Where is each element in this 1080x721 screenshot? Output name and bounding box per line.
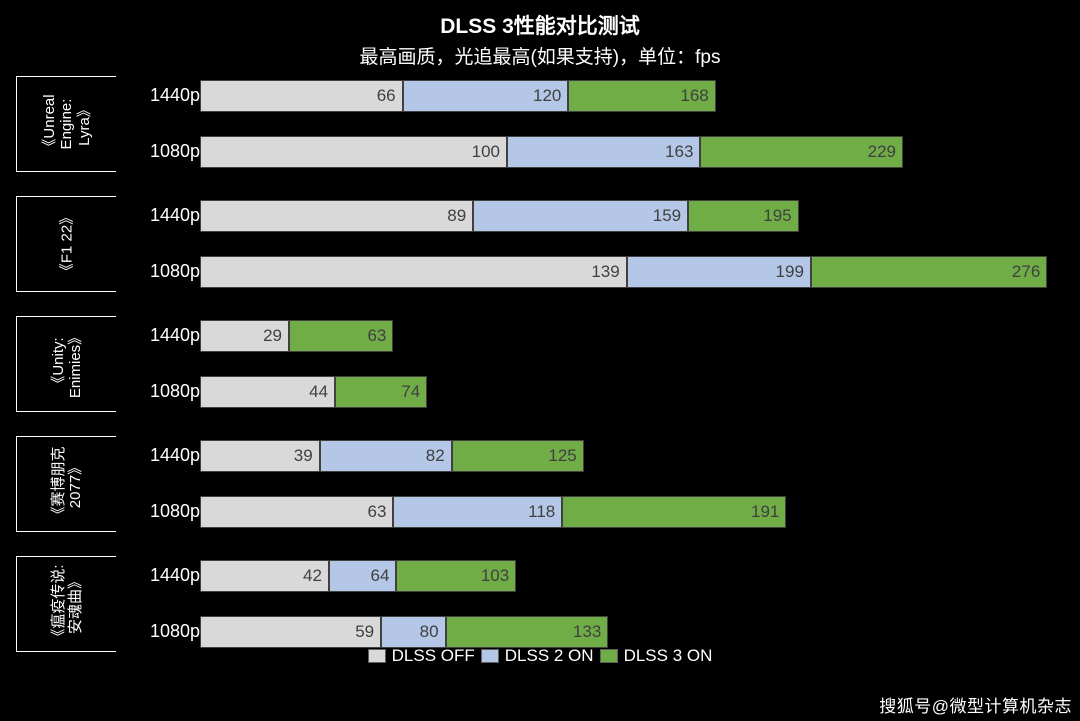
legend-item-dlss2-on: DLSS 2 ON [481, 646, 594, 666]
bar-value-label: 74 [336, 377, 426, 407]
bar-segment-dlss3-on: 74 [335, 376, 427, 408]
bar-value-label: 66 [201, 81, 402, 111]
bar-segment-dlss3-on: 229 [700, 136, 903, 168]
bar-value-label: 42 [201, 561, 328, 591]
legend-label: DLSS OFF [392, 646, 475, 666]
resolution-label: 1440p [130, 445, 200, 466]
bar-segment-dlss2-on: 82 [320, 440, 452, 472]
legend-label: DLSS 2 ON [505, 646, 594, 666]
resolution-label: 1440p [130, 85, 200, 106]
resolution-label: 1440p [130, 205, 200, 226]
bar-value-label: 191 [563, 497, 785, 527]
title-line-1: DLSS 3性能对比测试 [0, 10, 1080, 40]
bar-segment-dlss-off: 42 [200, 560, 329, 592]
chart-title: DLSS 3性能对比测试 最高画质，光追最高(如果支持)，单位：fps [0, 10, 1080, 69]
bar-segment-dlss3-on: 133 [446, 616, 609, 648]
bar-segment-dlss-off: 63 [200, 496, 393, 528]
bar-value-label: 82 [321, 441, 451, 471]
bar-segment-dlss3-on: 125 [452, 440, 584, 472]
bar-segment-dlss-off: 100 [200, 136, 507, 168]
bar-segment-dlss3-on: 191 [562, 496, 786, 528]
game-group-label: 《Unreal Engine: Lyra》 [41, 94, 93, 153]
bar-segment-dlss3-on: 168 [568, 80, 715, 112]
bar-value-label: 199 [628, 257, 810, 287]
resolution-label: 1080p [130, 501, 200, 522]
bar-value-label: 125 [453, 441, 583, 471]
resolution-label: 1440p [130, 325, 200, 346]
bar-value-label: 80 [382, 617, 444, 647]
bar-value-label: 89 [201, 201, 472, 231]
bar-segment-dlss-off: 44 [200, 376, 335, 408]
legend-swatch [481, 649, 499, 663]
bar-value-label: 159 [474, 201, 687, 231]
legend-item-dlss3-on: DLSS 3 ON [600, 646, 713, 666]
legend: DLSS OFF DLSS 2 ON DLSS 3 ON [0, 646, 1080, 666]
bar-value-label: 29 [201, 321, 288, 351]
bar-segment-dlss-off: 59 [200, 616, 381, 648]
bar-segment-dlss3-on: 63 [289, 320, 393, 352]
title-line-2: 最高画质，光追最高(如果支持)，单位：fps [0, 42, 1080, 69]
watermark: 搜狐号@微型计算机杂志 [879, 692, 1072, 717]
game-group-label: 《Unity: Enimies》 [49, 330, 84, 398]
bar-segment-dlss2-on: 163 [507, 136, 700, 168]
bar-value-label: 139 [201, 257, 626, 287]
bar-value-label: 64 [330, 561, 396, 591]
bar-value-label: 100 [201, 137, 506, 167]
bar-value-label: 195 [689, 201, 798, 231]
game-group-label: 《瘟疫传说: 安魂曲》 [49, 564, 84, 643]
game-group-box: 《赛博朋克 2077》 [16, 436, 116, 532]
bar-value-label: 44 [201, 377, 334, 407]
bar-segment-dlss2-on: 199 [627, 256, 811, 288]
chart-container: DLSS 3性能对比测试 最高画质，光追最高(如果支持)，单位：fps 1440… [0, 0, 1080, 721]
bar-value-label: 59 [201, 617, 380, 647]
game-group-label: 《赛博朋克 2077》 [49, 446, 84, 521]
legend-label: DLSS 3 ON [624, 646, 713, 666]
resolution-label: 1080p [130, 141, 200, 162]
bar-value-label: 63 [290, 321, 392, 351]
bar-value-label: 120 [404, 81, 568, 111]
bar-segment-dlss-off: 39 [200, 440, 320, 472]
bar-segment-dlss3-on: 195 [688, 200, 799, 232]
legend-item-dlss-off: DLSS OFF [368, 646, 475, 666]
resolution-label: 1440p [130, 565, 200, 586]
bar-segment-dlss2-on: 118 [393, 496, 562, 528]
bar-segment-dlss2-on: 80 [381, 616, 445, 648]
legend-swatch [600, 649, 618, 663]
game-group-box: 《Unreal Engine: Lyra》 [16, 76, 116, 172]
bar-segment-dlss2-on: 159 [473, 200, 688, 232]
bar-value-label: 276 [812, 257, 1046, 287]
game-group-box: 《F1 22》 [16, 196, 116, 292]
bar-value-label: 63 [201, 497, 392, 527]
bar-value-label: 39 [201, 441, 319, 471]
resolution-label: 1080p [130, 381, 200, 402]
bar-value-label: 133 [447, 617, 608, 647]
bar-segment-dlss-off: 66 [200, 80, 403, 112]
game-group-box: 《Unity: Enimies》 [16, 316, 116, 412]
bar-value-label: 103 [397, 561, 515, 591]
bar-value-label: 168 [569, 81, 714, 111]
game-group-box: 《瘟疫传说: 安魂曲》 [16, 556, 116, 652]
bar-segment-dlss3-on: 103 [396, 560, 516, 592]
bar-segment-dlss-off: 29 [200, 320, 289, 352]
bar-segment-dlss3-on: 276 [811, 256, 1047, 288]
game-group-label: 《F1 22》 [58, 210, 75, 278]
bar-value-label: 229 [701, 137, 902, 167]
bar-segment-dlss-off: 89 [200, 200, 473, 232]
resolution-label: 1080p [130, 261, 200, 282]
bar-segment-dlss2-on: 120 [403, 80, 569, 112]
resolution-label: 1080p [130, 621, 200, 642]
legend-swatch [368, 649, 386, 663]
bar-value-label: 163 [508, 137, 699, 167]
bar-segment-dlss2-on: 64 [329, 560, 397, 592]
bar-value-label: 118 [394, 497, 561, 527]
bar-segment-dlss-off: 139 [200, 256, 627, 288]
